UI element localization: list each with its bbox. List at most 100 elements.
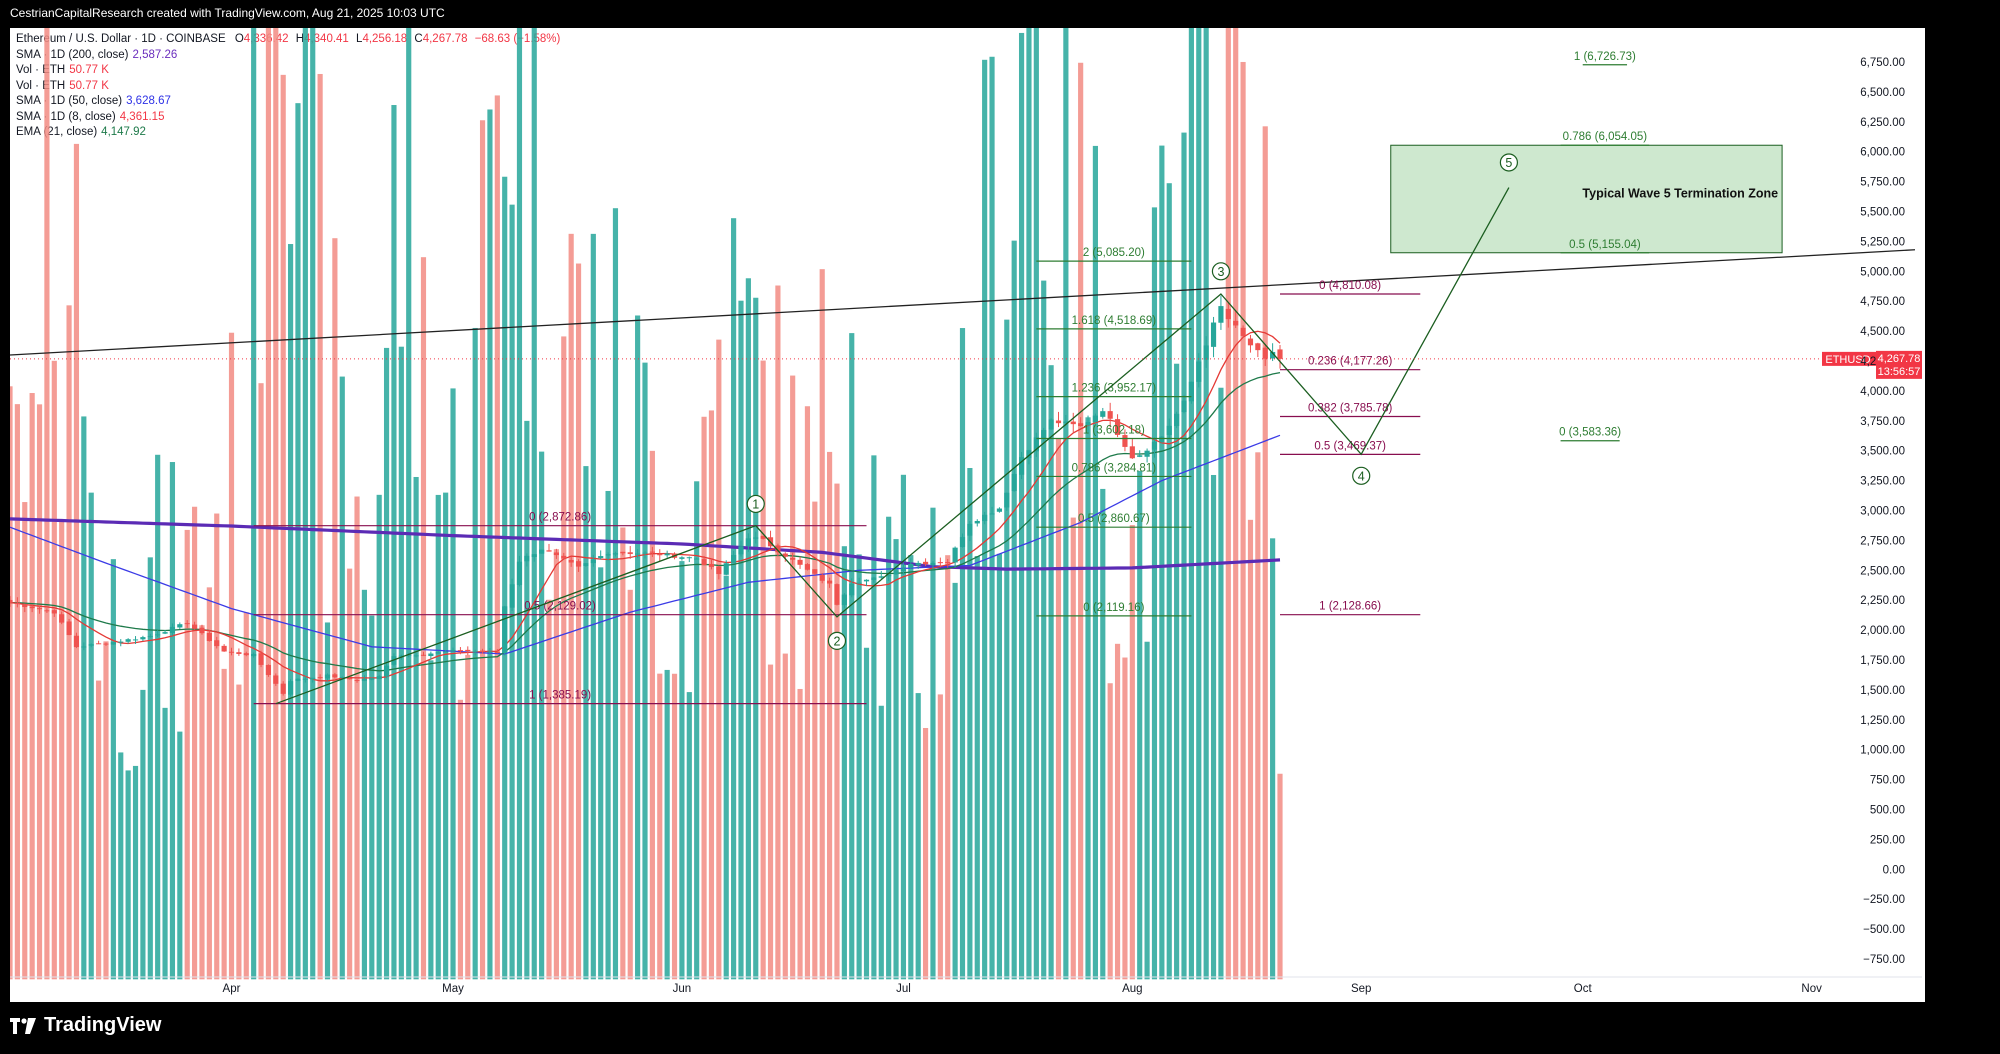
candle[interactable] xyxy=(1210,316,1217,358)
candle[interactable] xyxy=(605,552,611,561)
candle[interactable] xyxy=(804,563,811,571)
candle[interactable] xyxy=(258,650,264,668)
candle[interactable] xyxy=(332,672,338,679)
candle[interactable] xyxy=(612,551,619,557)
candle[interactable] xyxy=(878,570,884,579)
candle[interactable] xyxy=(118,639,124,647)
candle[interactable] xyxy=(1137,450,1143,458)
candle[interactable] xyxy=(1004,492,1010,511)
candle[interactable] xyxy=(1247,334,1254,353)
candle[interactable] xyxy=(132,636,139,644)
candle[interactable] xyxy=(487,647,493,656)
candle[interactable] xyxy=(900,562,907,575)
candle[interactable] xyxy=(996,507,1003,513)
candle[interactable] xyxy=(524,553,530,567)
candle[interactable] xyxy=(701,555,707,566)
candle[interactable] xyxy=(177,622,183,630)
candle[interactable] xyxy=(642,550,648,559)
candle[interactable] xyxy=(1188,381,1194,404)
candle[interactable] xyxy=(679,556,685,561)
candle[interactable] xyxy=(753,531,759,544)
candle[interactable] xyxy=(856,577,862,585)
indicator-row[interactable]: Vol · ETH 50.77 K xyxy=(16,79,560,95)
candle[interactable] xyxy=(472,649,478,656)
candle[interactable] xyxy=(790,552,796,565)
candle[interactable] xyxy=(819,573,825,584)
candle[interactable] xyxy=(347,677,353,680)
candle[interactable] xyxy=(22,603,28,613)
candle[interactable] xyxy=(450,647,456,652)
candle[interactable] xyxy=(184,620,190,628)
candle[interactable] xyxy=(236,648,242,656)
candle[interactable] xyxy=(568,556,574,567)
candle[interactable] xyxy=(1174,411,1180,429)
candle[interactable] xyxy=(502,605,508,656)
candle[interactable] xyxy=(228,647,235,656)
candle[interactable] xyxy=(937,557,943,568)
candle[interactable] xyxy=(922,558,929,567)
candle[interactable] xyxy=(110,641,116,645)
candle[interactable] xyxy=(664,550,670,558)
candle[interactable] xyxy=(59,611,65,625)
candle[interactable] xyxy=(546,543,552,552)
candle[interactable] xyxy=(302,676,308,683)
candle[interactable] xyxy=(657,549,663,562)
candle[interactable] xyxy=(871,576,877,584)
candle[interactable] xyxy=(66,618,72,636)
candle[interactable] xyxy=(465,646,471,656)
candle[interactable] xyxy=(598,550,604,560)
candle[interactable] xyxy=(1033,432,1039,457)
candle[interactable] xyxy=(635,549,641,559)
candle[interactable] xyxy=(1011,467,1017,492)
candle[interactable] xyxy=(221,644,227,652)
candle[interactable] xyxy=(1107,402,1113,428)
candle[interactable] xyxy=(1144,448,1150,463)
candle[interactable] xyxy=(280,681,286,696)
candle[interactable] xyxy=(479,648,486,654)
candle[interactable] xyxy=(841,593,847,609)
candle[interactable] xyxy=(509,578,515,611)
candle[interactable] xyxy=(1055,411,1062,428)
candle[interactable] xyxy=(406,652,412,658)
candle[interactable] xyxy=(73,632,80,649)
candle[interactable] xyxy=(1026,449,1032,465)
candle[interactable] xyxy=(413,653,419,658)
candle[interactable] xyxy=(96,640,102,645)
candle[interactable] xyxy=(1114,414,1121,438)
candle[interactable] xyxy=(731,550,737,565)
candle[interactable] xyxy=(1078,417,1084,427)
candle[interactable] xyxy=(959,533,966,548)
candle[interactable] xyxy=(1018,451,1025,480)
candle[interactable] xyxy=(169,623,176,636)
candle[interactable] xyxy=(989,506,995,515)
candle[interactable] xyxy=(435,650,441,654)
candle[interactable] xyxy=(812,569,818,575)
candle[interactable] xyxy=(295,678,301,682)
candle[interactable] xyxy=(81,642,87,651)
candle[interactable] xyxy=(553,548,559,559)
candle[interactable] xyxy=(125,638,131,644)
candle[interactable] xyxy=(1218,295,1224,330)
candle[interactable] xyxy=(14,597,20,608)
candle[interactable] xyxy=(694,557,700,560)
candle[interactable] xyxy=(849,578,855,598)
candle[interactable] xyxy=(1240,325,1246,338)
candle[interactable] xyxy=(44,608,50,613)
indicator-row[interactable]: SMA · 1D (50, close) 3,628.67 xyxy=(16,94,560,110)
candle[interactable] xyxy=(827,577,833,588)
candle[interactable] xyxy=(51,609,57,617)
candle[interactable] xyxy=(1122,429,1128,452)
candle[interactable] xyxy=(1262,343,1268,367)
symbol-title[interactable]: Ethereum / U.S. Dollar · 1D · COINBASE xyxy=(16,33,226,45)
candle[interactable] xyxy=(265,664,272,677)
candle[interactable] xyxy=(834,583,840,606)
candle[interactable] xyxy=(155,629,161,638)
candle[interactable] xyxy=(982,511,988,525)
candle[interactable] xyxy=(620,551,626,556)
candle[interactable] xyxy=(967,521,973,542)
candle[interactable] xyxy=(1041,427,1047,442)
indicator-row[interactable]: EMA (21, close) 4,147.92 xyxy=(16,125,560,141)
candle[interactable] xyxy=(10,596,13,607)
candle[interactable] xyxy=(361,675,368,682)
candle[interactable] xyxy=(1255,342,1261,358)
